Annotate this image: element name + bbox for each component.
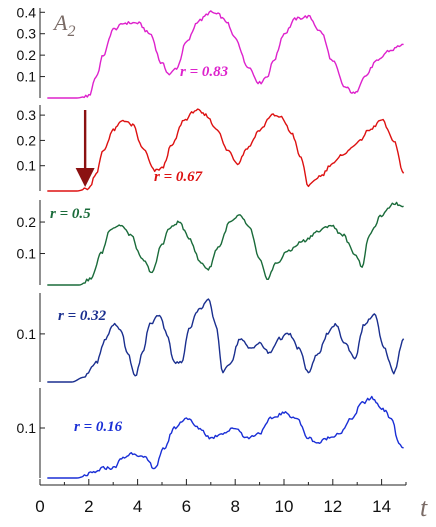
panel-1: 0.1 0.2 0.3 0.4 r = 0.83: [17, 4, 404, 99]
panel-2-y-tick-label: 0.1: [17, 158, 37, 174]
panel-1-y-tick-label: 0.1: [17, 69, 37, 85]
series-line-1: [47, 10, 404, 99]
panel-1-y-tick-label: 0.2: [17, 47, 37, 63]
x-axis-title: t: [420, 493, 428, 522]
panel-4-label: r = 0.32: [58, 308, 107, 324]
panel-2-y-tick-label: 0.3: [17, 107, 37, 123]
x-tick-label: 10: [275, 497, 294, 516]
series-line-2: [47, 108, 405, 192]
panel-1-label: r = 0.83: [180, 64, 229, 80]
panel-5-y-tick-label: 0.1: [17, 420, 37, 436]
panel-5: 0.1 r = 0.16: [17, 388, 404, 479]
x-tick-label: 14: [372, 497, 391, 516]
x-tick-label: 2: [84, 497, 93, 516]
panel-4-y-tick-label: 0.1: [17, 326, 37, 342]
x-tick-label: 6: [182, 497, 191, 516]
series-line-5: [47, 395, 404, 479]
y-axis-title-main: A: [52, 10, 68, 35]
panel-3-label: r = 0.5: [50, 206, 91, 222]
y-axis-title: A2: [52, 10, 75, 40]
panel-2-y-tick-label: 0.2: [17, 132, 37, 148]
panel-5-label: r = 0.16: [74, 419, 123, 435]
panel-4: 0.1 r = 0.32: [17, 293, 405, 383]
panels-layer: 0.10.20.30.4r = 0.830.10.20.3r = 0.670.1…: [17, 4, 405, 479]
x-tick-label: 8: [230, 497, 239, 516]
panel-2-label: r = 0.67: [154, 169, 203, 185]
y-axis-title-sub: 2: [67, 23, 75, 40]
panel-1-y-tick-label: 0.3: [17, 26, 37, 42]
panel-3-y-tick-label: 0.1: [17, 246, 37, 262]
x-tick-label: 12: [323, 497, 342, 516]
series-line-4: [47, 298, 405, 383]
x-tick-label: 0: [35, 497, 44, 516]
x-tick-label: 4: [133, 497, 142, 516]
panel-1-y-tick-label: 0.4: [17, 4, 37, 20]
series-line-3: [47, 201, 404, 286]
panel-3: 0.1 0.2 r = 0.5: [17, 200, 404, 286]
panel-2: 0.1 0.2 0.3 r = 0.67: [17, 105, 405, 192]
panel-3-y-tick-label: 0.2: [17, 214, 37, 230]
x-axis: 0 2 4 6 8 10 12 14: [35, 479, 407, 516]
